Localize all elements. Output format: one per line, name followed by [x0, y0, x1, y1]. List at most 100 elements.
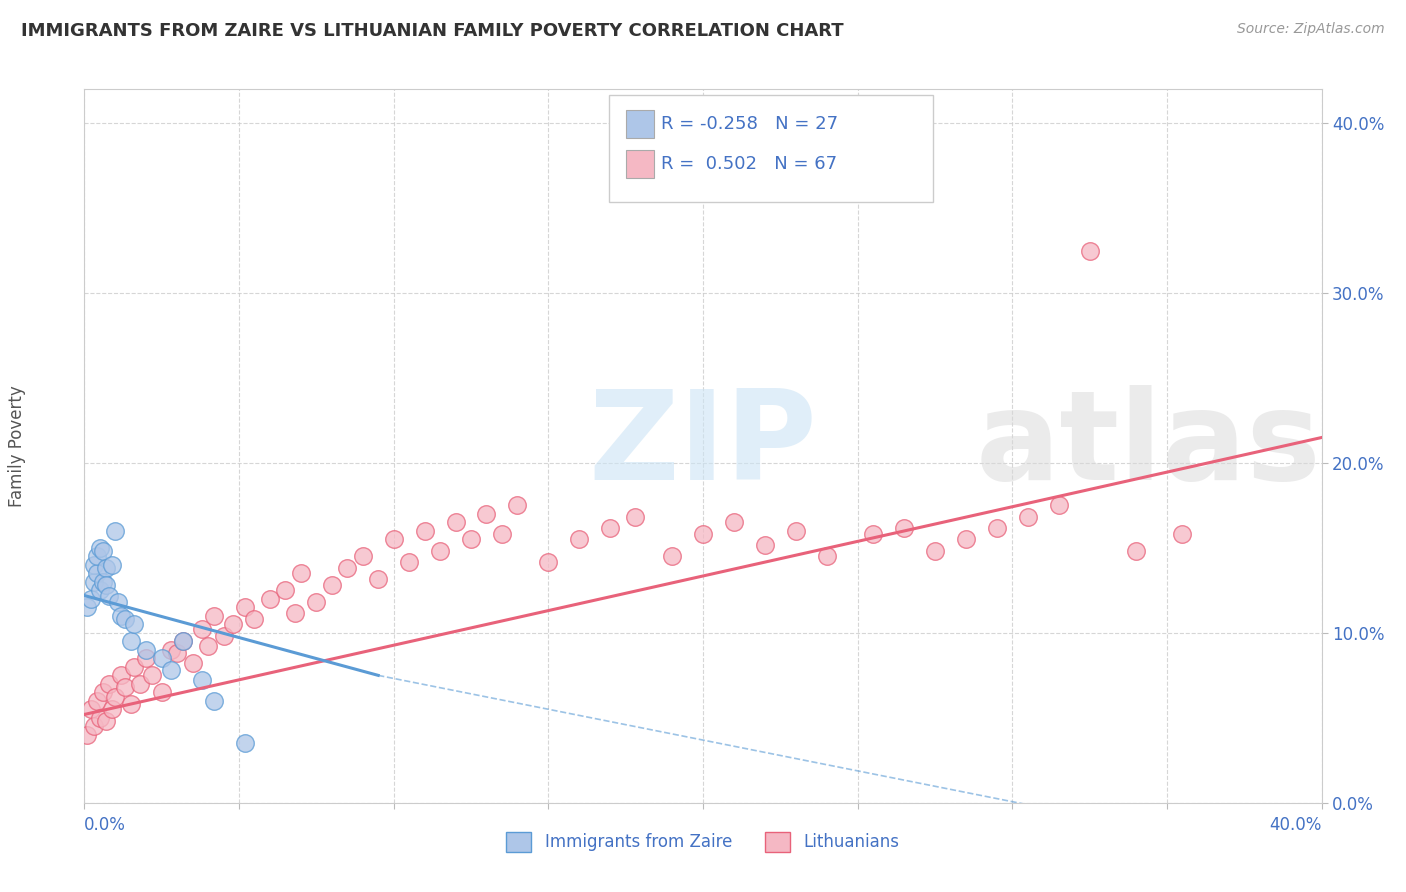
Point	[259, 591, 281, 606]
Point	[222, 617, 245, 632]
Text: Family Poverty: Family Poverty	[8, 385, 25, 507]
Point	[475, 507, 498, 521]
Point	[86, 566, 108, 581]
Point	[150, 651, 173, 665]
Point	[101, 702, 124, 716]
Point	[202, 694, 225, 708]
Point	[191, 623, 214, 637]
Point	[305, 595, 328, 609]
Point	[91, 544, 114, 558]
Point	[122, 660, 145, 674]
Point	[114, 612, 136, 626]
Point	[460, 533, 482, 547]
Point	[661, 549, 683, 564]
Point	[129, 677, 152, 691]
Point	[413, 524, 436, 538]
Point	[135, 651, 157, 665]
Point	[429, 544, 451, 558]
Point	[89, 541, 111, 555]
Point	[79, 702, 101, 716]
Point	[110, 608, 132, 623]
Point	[76, 728, 98, 742]
Point	[491, 527, 513, 541]
Point	[444, 516, 467, 530]
Point	[893, 520, 915, 534]
Point	[924, 544, 946, 558]
Point	[79, 591, 101, 606]
Point	[104, 524, 127, 538]
Point	[98, 589, 121, 603]
Point	[568, 533, 591, 547]
Point	[83, 574, 105, 589]
Point	[785, 524, 807, 538]
Point	[150, 685, 173, 699]
Point	[89, 583, 111, 598]
Point	[986, 520, 1008, 534]
Text: 40.0%: 40.0%	[1270, 816, 1322, 834]
Point	[624, 510, 647, 524]
Point	[233, 600, 256, 615]
Point	[321, 578, 343, 592]
Point	[120, 634, 142, 648]
Point	[537, 555, 560, 569]
Text: 0.0%: 0.0%	[84, 816, 127, 834]
Text: R = -0.258   N = 27: R = -0.258 N = 27	[661, 115, 838, 133]
Point	[212, 629, 235, 643]
Point	[120, 698, 142, 712]
Point	[336, 561, 359, 575]
Point	[367, 572, 389, 586]
Point	[382, 533, 405, 547]
Point	[104, 690, 127, 705]
Point	[91, 685, 114, 699]
Point	[94, 578, 117, 592]
Text: atlas: atlas	[976, 385, 1322, 507]
Point	[284, 606, 307, 620]
Point	[86, 694, 108, 708]
Point	[107, 595, 129, 609]
Point	[233, 736, 256, 750]
Point	[599, 520, 621, 534]
Point	[101, 558, 124, 572]
Point	[172, 634, 194, 648]
Text: R =  0.502   N = 67: R = 0.502 N = 67	[661, 155, 838, 173]
Point	[91, 574, 114, 589]
Point	[114, 680, 136, 694]
Point	[98, 677, 121, 691]
Point	[160, 663, 183, 677]
Point	[83, 719, 105, 733]
Point	[692, 527, 714, 541]
Point	[243, 612, 266, 626]
Point	[1017, 510, 1039, 524]
Point	[76, 600, 98, 615]
Point	[202, 608, 225, 623]
Point	[955, 533, 977, 547]
Point	[94, 561, 117, 575]
Point	[94, 714, 117, 729]
Text: Source: ZipAtlas.com: Source: ZipAtlas.com	[1237, 22, 1385, 37]
Point	[83, 558, 105, 572]
Text: IMMIGRANTS FROM ZAIRE VS LITHUANIAN FAMILY POVERTY CORRELATION CHART: IMMIGRANTS FROM ZAIRE VS LITHUANIAN FAMI…	[21, 22, 844, 40]
Point	[160, 643, 183, 657]
Point	[506, 499, 529, 513]
Point	[89, 711, 111, 725]
Point	[1078, 244, 1101, 258]
Point	[1125, 544, 1147, 558]
Point	[1171, 527, 1194, 541]
Point	[398, 555, 420, 569]
Point	[191, 673, 214, 688]
Point	[86, 549, 108, 564]
Point	[172, 634, 194, 648]
Point	[166, 646, 188, 660]
Point	[815, 549, 838, 564]
Point	[141, 668, 163, 682]
Point	[122, 617, 145, 632]
Point	[1047, 499, 1070, 513]
Point	[352, 549, 374, 564]
Point	[290, 566, 312, 581]
Point	[723, 516, 745, 530]
Point	[862, 527, 884, 541]
Legend: Immigrants from Zaire, Lithuanians: Immigrants from Zaire, Lithuanians	[499, 825, 907, 859]
Point	[274, 583, 297, 598]
Point	[135, 643, 157, 657]
Point	[754, 537, 776, 551]
